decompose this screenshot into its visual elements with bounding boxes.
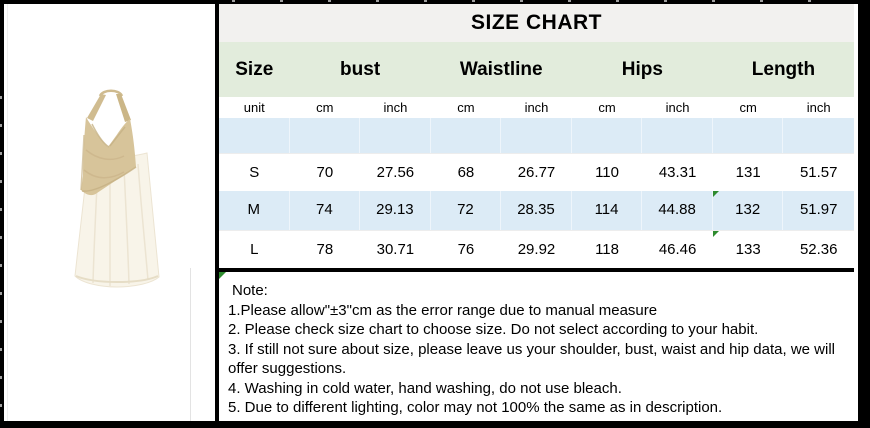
- spreadsheet-gridline-ticks-left: [0, 96, 2, 416]
- unit-row: unit cm inch cm inch cm inch cm inch: [219, 97, 854, 118]
- size-table: SIZE CHART Size bust Waistline Hips Leng…: [219, 4, 854, 421]
- note-item-2: 2. Please check size chart to choose siz…: [228, 321, 759, 338]
- size-row-s: S 70 27.56 68 26.77 110 43.31 131 51.57: [219, 153, 854, 191]
- note-item-4: 4. Washing in cold water, hand washing, …: [228, 379, 622, 397]
- excel-error-indicator-icon: [712, 191, 719, 197]
- unit-cell: inch: [524, 100, 549, 115]
- unit-cell: cm: [316, 100, 334, 115]
- size-row-m: M 74 29.13 72 28.35 114 44.88 132 51.97: [219, 191, 854, 230]
- unit-cell: inch: [665, 100, 690, 115]
- excel-error-indicator-icon: [219, 272, 226, 279]
- note-section: Note: 1.Please allow"±3"cm as the error …: [219, 268, 854, 421]
- note-heading: Note:: [232, 282, 268, 299]
- empty-spacer-row: [219, 118, 854, 153]
- faint-gridline: [190, 268, 191, 421]
- size-label: M: [219, 191, 290, 230]
- header-length: Length: [751, 58, 816, 80]
- size-label: L: [250, 241, 259, 258]
- spreadsheet-gridline-ticks-top: [232, 0, 856, 2]
- column-group-header-row: Size bust Waistline Hips Length: [219, 42, 854, 97]
- unit-cell: cm: [598, 100, 616, 115]
- panel-divider: [215, 4, 219, 421]
- header-bust: bust: [340, 58, 381, 80]
- header-hips: Hips: [621, 58, 663, 80]
- halter-dress-photo: [74, 89, 160, 288]
- table-title: SIZE CHART: [471, 11, 602, 34]
- excel-error-indicator-icon: [712, 231, 719, 237]
- unit-cell: unit: [243, 100, 265, 115]
- frame-border-right: [858, 0, 870, 428]
- header-size: Size: [235, 58, 274, 80]
- note-item-5: 5. Due to different lighting, color may …: [228, 399, 723, 416]
- unit-cell: cm: [457, 100, 475, 115]
- note-item-1: 1.Please allow"±3"cm as the error range …: [228, 301, 658, 319]
- note-item-3: 3. If still not sure about size, please …: [228, 340, 836, 378]
- header-waistline: Waistline: [459, 58, 543, 80]
- unit-cell: cm: [739, 100, 757, 115]
- size-label: S: [249, 164, 260, 181]
- product-photo-panel: [4, 4, 215, 421]
- unit-cell: inch: [806, 100, 831, 115]
- size-row-l: L 78 30.71 76 29.92 118 46.46 133 52.36: [219, 230, 854, 268]
- content-area: SIZE CHART Size bust Waistline Hips Leng…: [4, 4, 858, 421]
- unit-cell: inch: [383, 100, 408, 115]
- table-title-row: SIZE CHART: [219, 4, 854, 42]
- faint-gridline: [7, 4, 8, 421]
